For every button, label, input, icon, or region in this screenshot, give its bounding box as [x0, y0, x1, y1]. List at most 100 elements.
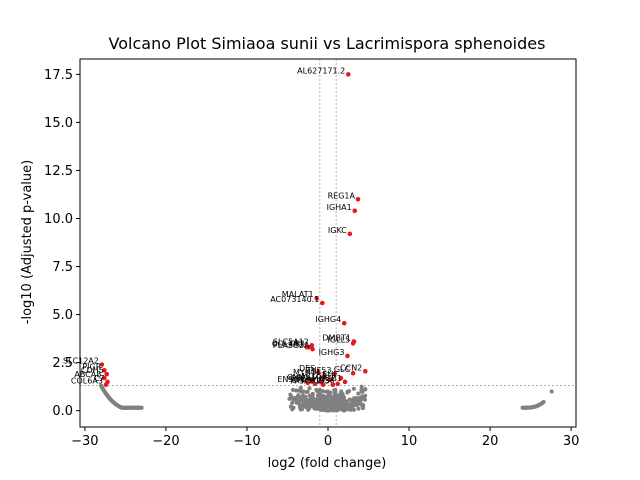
- point-label: MALAT1: [282, 290, 314, 299]
- significant-point: [306, 344, 311, 350]
- point-label: AC073140.1: [270, 295, 319, 304]
- significant-point: [345, 353, 350, 359]
- non-significant-point: [314, 406, 319, 411]
- y-tick-label: 7.5: [52, 260, 73, 275]
- non-significant-point: [294, 400, 299, 405]
- non-significant-point: [355, 401, 360, 406]
- non-significant-point: [307, 386, 312, 391]
- non-significant-point: [296, 393, 301, 398]
- point-label: MZB1: [319, 374, 342, 383]
- non-significant-point: [288, 392, 293, 397]
- chart-title: Volcano Plot Simiaoa sunii vs Lacrimispo…: [109, 34, 546, 53]
- point-label: SLC12A2: [63, 357, 99, 366]
- non-significant-point: [329, 406, 334, 411]
- point-label: CNN1: [287, 373, 310, 382]
- non-significant-point: [292, 395, 297, 400]
- point-label: MYH11: [293, 368, 321, 377]
- non-significant-point: [351, 407, 356, 412]
- non-significant-point: [310, 404, 315, 409]
- significant-point: [315, 369, 321, 375]
- non-significant-point: [304, 390, 309, 395]
- non-significant-point: [331, 403, 336, 408]
- non-significant-point: [361, 405, 366, 410]
- non-significant-point: [336, 396, 341, 401]
- non-significant-point: [363, 393, 368, 398]
- significant-point: [355, 196, 361, 202]
- significant-point: [362, 368, 368, 374]
- non-significant-point: [332, 391, 337, 396]
- significant-point: [320, 300, 325, 306]
- point-label: PLA2G2A: [273, 341, 310, 350]
- non-significant-point: [322, 396, 327, 401]
- plot-area: AL627171.2 REG1A IGHA1 IGKC MALAT1AC073140.1…: [44, 58, 579, 449]
- y-tick-label: 12.5: [44, 164, 73, 179]
- point-label: DMBT1: [322, 333, 351, 342]
- non-significant-point: [332, 388, 337, 393]
- non-significant-point: [350, 398, 355, 403]
- non-significant-point: [299, 396, 304, 401]
- y-tick-label: 15.0: [44, 116, 73, 131]
- non-significant-point: [288, 404, 293, 409]
- non-significant-point: [356, 391, 361, 396]
- x-tick-label: 20: [482, 434, 499, 449]
- non-significant-point: [346, 403, 351, 408]
- point-label: COL6A3: [71, 377, 103, 386]
- significant-point: [338, 375, 344, 381]
- point-label: ZNF53: [305, 366, 331, 375]
- y-tick-label: 5.0: [52, 308, 73, 323]
- significant-point: [328, 377, 333, 383]
- significant-point: [350, 341, 356, 346]
- non-significant-point: [323, 400, 328, 405]
- point-label: EHF: [322, 370, 338, 379]
- non-significant-point: [297, 405, 302, 410]
- point-label: EPCAM: [291, 374, 319, 383]
- non-significant-point: [317, 393, 322, 398]
- x-tick-label: −20: [152, 434, 179, 449]
- non-significant-point: [309, 394, 314, 399]
- point-label: CPA3: [292, 376, 312, 385]
- significant-point: [102, 368, 107, 373]
- non-significant-point: [347, 389, 352, 394]
- non-significant-point: [306, 405, 311, 410]
- significant-point: [347, 231, 353, 237]
- significant-point: [102, 375, 107, 381]
- point-label: PIGR: [82, 362, 101, 371]
- non-significant-point: [541, 400, 546, 405]
- non-significant-point: [308, 400, 313, 405]
- x-axis-label: log2 (fold change): [268, 456, 387, 471]
- point-label: REG1A: [328, 191, 356, 200]
- non-significant-point: [335, 405, 340, 410]
- non-significant-point: [139, 405, 144, 410]
- point-label: COL4A1: [272, 339, 304, 348]
- non-significant-point: [359, 396, 364, 401]
- significant-point: [103, 382, 109, 388]
- x-tick-label: 10: [401, 434, 418, 449]
- point-label: IGLL5: [328, 335, 351, 344]
- non-significant-point: [320, 393, 325, 398]
- non-significant-point: [336, 401, 341, 406]
- non-significant-point: [341, 402, 346, 407]
- non-significant-point: [354, 396, 359, 401]
- point-label: RGS5: [308, 377, 330, 386]
- point-label: SLC5A12: [273, 337, 309, 346]
- significant-point: [342, 379, 348, 385]
- non-significant-point: [326, 400, 331, 405]
- significant-point: [332, 371, 337, 377]
- point-label: IGHG4: [315, 315, 341, 324]
- non-significant-point: [351, 386, 356, 391]
- significant-point: [321, 373, 327, 379]
- non-significant-point: [326, 389, 331, 394]
- point-label: AL627171.2: [297, 66, 345, 75]
- non-significant-point: [301, 399, 306, 404]
- point-label: CR1: [289, 339, 305, 348]
- y-tick-label: 2.5: [52, 356, 73, 371]
- point-label: ABCA8: [74, 370, 101, 379]
- point-label: CCN2: [340, 363, 362, 372]
- significant-point: [310, 346, 315, 352]
- non-significant-point: [298, 385, 303, 390]
- non-significant-point: [359, 387, 364, 392]
- point-label: IGHG3: [319, 348, 345, 357]
- point-label: DES: [299, 364, 315, 373]
